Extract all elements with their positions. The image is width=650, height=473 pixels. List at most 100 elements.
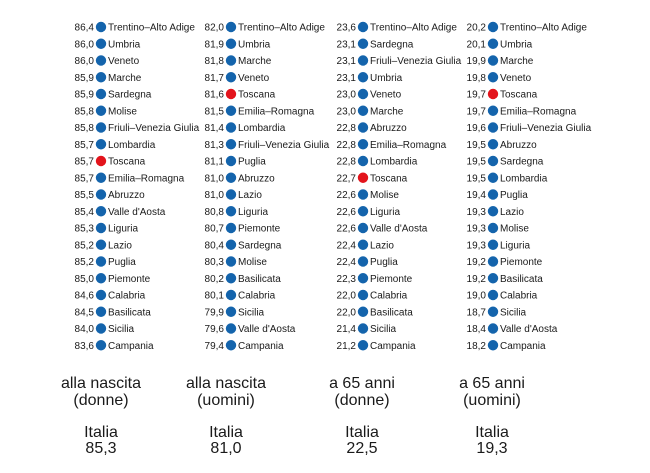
region-label: Umbria xyxy=(500,39,533,50)
region-label: Calabria xyxy=(108,291,146,302)
italia-value: 22,5 xyxy=(346,440,377,457)
value-label: 80,7 xyxy=(205,224,225,235)
region-label: Veneto xyxy=(108,56,140,67)
region-label: Campania xyxy=(370,341,416,352)
value-label: 85,7 xyxy=(75,173,95,184)
data-dot xyxy=(357,306,369,317)
value-label: 19,9 xyxy=(467,56,487,67)
value-label: 81,5 xyxy=(205,106,225,117)
data-dot xyxy=(225,323,237,334)
data-dot xyxy=(95,21,107,33)
data-dot xyxy=(95,206,107,217)
data-dot xyxy=(357,55,369,66)
value-label: 19,3 xyxy=(467,240,487,251)
data-dot xyxy=(357,289,369,301)
region-label: Toscana xyxy=(370,173,408,184)
value-label: 23,1 xyxy=(337,39,357,50)
highlight-dot xyxy=(487,88,499,100)
region-label: Veneto xyxy=(370,90,402,101)
data-dot xyxy=(487,323,499,334)
column-caption: alla nascita xyxy=(61,375,141,392)
data-dot xyxy=(357,206,369,217)
region-label: Friuli–Venezia Giulia xyxy=(238,140,330,151)
data-dot xyxy=(225,239,237,250)
data-dot xyxy=(487,306,499,317)
region-label: Sicilia xyxy=(238,307,265,318)
data-dot xyxy=(487,239,499,250)
data-dot xyxy=(357,139,369,150)
value-label: 19,2 xyxy=(467,257,487,268)
value-label: 18,7 xyxy=(467,307,487,318)
region-label: Sicilia xyxy=(370,324,397,335)
value-label: 20,1 xyxy=(467,39,487,50)
data-dot xyxy=(357,38,369,49)
data-dot xyxy=(225,256,237,267)
data-dot xyxy=(225,206,237,217)
region-label: Liguria xyxy=(238,207,268,218)
data-dot xyxy=(357,105,369,116)
data-dot xyxy=(487,155,499,167)
region-label: Valle d'Aosta xyxy=(370,224,428,235)
region-label: Trentino–Alto Adige xyxy=(500,23,587,34)
region-label: Liguria xyxy=(370,207,400,218)
region-label: Puglia xyxy=(108,257,136,268)
region-label: Lazio xyxy=(370,240,394,251)
region-label: Lombardia xyxy=(238,123,286,134)
value-label: 83,6 xyxy=(75,341,95,352)
region-label: Emilia–Romagna xyxy=(108,173,185,184)
value-label: 19,3 xyxy=(467,224,487,235)
column-caption: (uomini) xyxy=(463,392,521,409)
region-label: Calabria xyxy=(238,291,276,302)
data-dot xyxy=(95,139,107,150)
data-dot xyxy=(487,21,499,33)
region-label: Basilicata xyxy=(238,274,281,285)
value-label: 22,7 xyxy=(337,173,357,184)
data-dot xyxy=(487,289,499,301)
region-label: Sardegna xyxy=(370,39,414,50)
value-label: 81,7 xyxy=(205,73,225,84)
data-dot xyxy=(487,105,499,116)
data-dot xyxy=(487,38,499,49)
value-label: 22,4 xyxy=(337,257,357,268)
region-label: Marche xyxy=(500,56,534,67)
data-dot xyxy=(357,72,369,83)
value-label: 81,0 xyxy=(205,173,225,184)
data-dot xyxy=(487,172,499,183)
region-label: Friuli–Venezia Giulia xyxy=(370,56,462,67)
italia-value: 85,3 xyxy=(85,440,116,457)
region-label: Lombardia xyxy=(108,140,156,151)
region-label: Piemonte xyxy=(238,224,281,235)
value-label: 22,8 xyxy=(337,157,357,168)
value-label: 82,0 xyxy=(205,23,225,34)
value-label: 23,0 xyxy=(337,90,357,101)
data-dot xyxy=(95,256,107,267)
value-label: 19,8 xyxy=(467,73,487,84)
region-label: Friuli–Venezia Giulia xyxy=(500,123,592,134)
value-label: 22,6 xyxy=(337,224,357,235)
value-label: 81,0 xyxy=(205,190,225,201)
data-dot xyxy=(225,222,237,234)
value-label: 85,7 xyxy=(75,157,95,168)
region-label: Marche xyxy=(108,73,142,84)
value-label: 81,9 xyxy=(205,39,225,50)
region-label: Piemonte xyxy=(500,257,543,268)
region-label: Toscana xyxy=(500,90,538,101)
region-label: Marche xyxy=(238,56,272,67)
value-label: 86,4 xyxy=(75,23,95,34)
region-label: Trentino–Alto Adige xyxy=(370,23,457,34)
region-label: Basilicata xyxy=(370,307,413,318)
italia-value: 19,3 xyxy=(476,440,507,457)
value-label: 81,6 xyxy=(205,90,225,101)
italia-label: Italia xyxy=(84,424,118,441)
region-label: Lazio xyxy=(500,207,524,218)
data-dot xyxy=(357,323,369,334)
value-label: 81,1 xyxy=(205,157,225,168)
data-dot xyxy=(95,289,107,301)
region-label: Liguria xyxy=(108,224,138,235)
region-label: Lazio xyxy=(108,240,132,251)
column-caption: alla nascita xyxy=(186,375,266,392)
data-dot xyxy=(357,21,369,33)
column-caption: a 65 anni xyxy=(459,375,525,392)
data-dot xyxy=(225,172,237,183)
data-dot xyxy=(95,122,107,133)
